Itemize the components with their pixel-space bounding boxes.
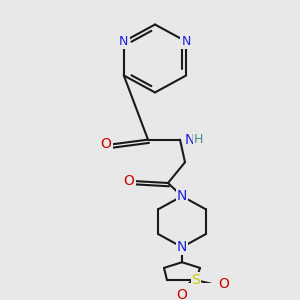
Text: O: O bbox=[177, 288, 188, 300]
Text: N: N bbox=[177, 240, 187, 254]
Text: N: N bbox=[119, 35, 128, 48]
Text: O: O bbox=[124, 174, 134, 188]
Text: H: H bbox=[194, 133, 203, 146]
Text: N: N bbox=[185, 133, 195, 147]
Text: N: N bbox=[177, 189, 187, 203]
Text: O: O bbox=[218, 277, 229, 291]
Text: S: S bbox=[192, 273, 200, 287]
Text: O: O bbox=[100, 137, 111, 151]
Text: N: N bbox=[182, 35, 191, 48]
